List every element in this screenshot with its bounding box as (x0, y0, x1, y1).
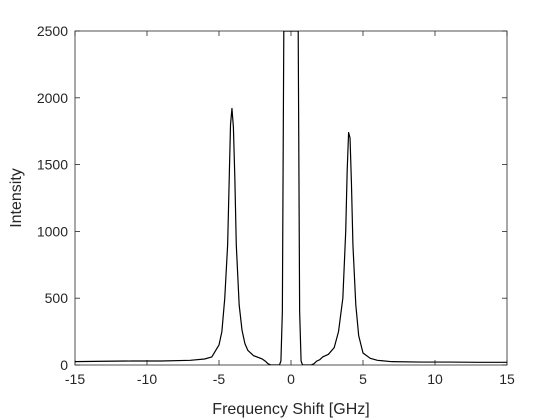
y-tick-label: 500 (45, 290, 69, 306)
y-tick-label: 1000 (37, 223, 68, 239)
y-tick-label: 2000 (37, 90, 68, 106)
x-tick-label: -15 (65, 371, 85, 387)
y-tick-label: 1500 (37, 157, 68, 173)
y-tick-label: 2500 (37, 23, 68, 39)
x-tick-label: -10 (137, 371, 157, 387)
spectrum-series-line (75, 31, 507, 365)
y-tick-label: 0 (60, 357, 68, 373)
plot-area (74, 30, 508, 366)
axis-tick-labels: -15 -10 -5 0 5 10 15 0 500 1000 1500 2000 2500 (37, 23, 515, 387)
x-axis-label: Frequency Shift [GHz] (212, 401, 369, 418)
x-tick-label: 10 (427, 371, 443, 387)
x-tick-label: 5 (359, 371, 367, 387)
x-tick-label: 15 (499, 371, 515, 387)
x-tick-label: 0 (287, 371, 295, 387)
y-axis-label: Intensity (8, 168, 25, 228)
x-tick-label: -5 (213, 371, 226, 387)
data-series-group (75, 31, 507, 365)
